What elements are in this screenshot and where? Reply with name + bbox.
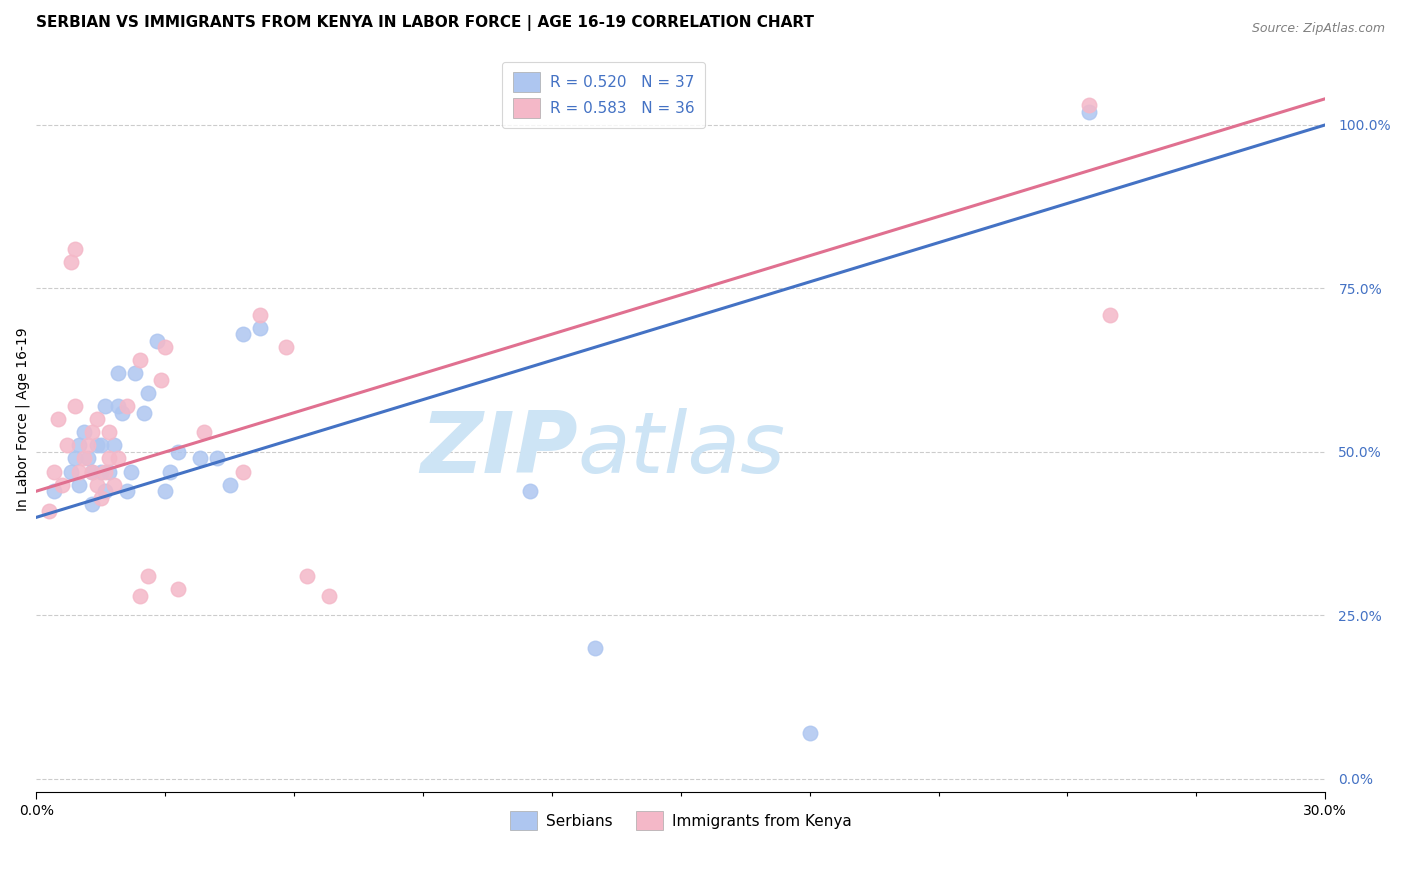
Point bbox=[77, 438, 100, 452]
Point bbox=[249, 308, 271, 322]
Text: atlas: atlas bbox=[578, 408, 786, 491]
Text: ZIP: ZIP bbox=[420, 408, 578, 491]
Point bbox=[115, 399, 138, 413]
Point bbox=[159, 465, 181, 479]
Point bbox=[55, 438, 77, 452]
Point bbox=[82, 497, 104, 511]
Point bbox=[42, 484, 65, 499]
Point bbox=[136, 569, 159, 583]
Point bbox=[107, 451, 129, 466]
Point bbox=[90, 438, 112, 452]
Point bbox=[59, 255, 82, 269]
Point bbox=[38, 504, 60, 518]
Point bbox=[205, 451, 228, 466]
Point bbox=[98, 465, 121, 479]
Point bbox=[94, 399, 117, 413]
Point bbox=[150, 373, 173, 387]
Point bbox=[103, 438, 125, 452]
Point bbox=[67, 438, 90, 452]
Point bbox=[136, 386, 159, 401]
Point bbox=[86, 438, 108, 452]
Point bbox=[98, 425, 121, 440]
Point bbox=[73, 451, 96, 466]
Point bbox=[318, 589, 340, 603]
Point bbox=[107, 367, 129, 381]
Point bbox=[295, 569, 318, 583]
Point bbox=[519, 484, 541, 499]
Point bbox=[51, 477, 73, 491]
Point bbox=[82, 465, 104, 479]
Point bbox=[188, 451, 211, 466]
Point bbox=[128, 353, 150, 368]
Point bbox=[77, 451, 100, 466]
Point bbox=[90, 465, 112, 479]
Point bbox=[111, 406, 134, 420]
Point bbox=[193, 425, 215, 440]
Point bbox=[128, 589, 150, 603]
Point bbox=[86, 412, 108, 426]
Point bbox=[155, 484, 177, 499]
Y-axis label: In Labor Force | Age 16-19: In Labor Force | Age 16-19 bbox=[15, 327, 30, 511]
Point bbox=[94, 484, 117, 499]
Point bbox=[274, 340, 297, 354]
Legend: Serbians, Immigrants from Kenya: Serbians, Immigrants from Kenya bbox=[503, 805, 858, 837]
Text: Source: ZipAtlas.com: Source: ZipAtlas.com bbox=[1251, 22, 1385, 36]
Point bbox=[583, 641, 606, 656]
Point bbox=[59, 465, 82, 479]
Point bbox=[120, 465, 142, 479]
Point bbox=[1077, 98, 1099, 112]
Point bbox=[799, 726, 821, 740]
Point bbox=[232, 327, 254, 342]
Point bbox=[107, 399, 129, 413]
Point bbox=[46, 412, 69, 426]
Point bbox=[98, 451, 121, 466]
Point bbox=[232, 465, 254, 479]
Point bbox=[115, 484, 138, 499]
Point bbox=[155, 340, 177, 354]
Point bbox=[124, 367, 146, 381]
Point bbox=[90, 491, 112, 505]
Point bbox=[1077, 104, 1099, 119]
Point bbox=[82, 465, 104, 479]
Point bbox=[167, 445, 190, 459]
Point bbox=[73, 425, 96, 440]
Point bbox=[94, 465, 117, 479]
Point bbox=[218, 477, 240, 491]
Point bbox=[67, 477, 90, 491]
Point bbox=[82, 425, 104, 440]
Point bbox=[167, 582, 190, 597]
Point bbox=[63, 451, 86, 466]
Point bbox=[249, 320, 271, 334]
Point bbox=[63, 399, 86, 413]
Point bbox=[67, 465, 90, 479]
Point bbox=[42, 465, 65, 479]
Point bbox=[103, 477, 125, 491]
Point bbox=[1099, 308, 1122, 322]
Point bbox=[86, 477, 108, 491]
Text: SERBIAN VS IMMIGRANTS FROM KENYA IN LABOR FORCE | AGE 16-19 CORRELATION CHART: SERBIAN VS IMMIGRANTS FROM KENYA IN LABO… bbox=[37, 15, 814, 31]
Point bbox=[132, 406, 155, 420]
Point bbox=[63, 242, 86, 256]
Point bbox=[145, 334, 167, 348]
